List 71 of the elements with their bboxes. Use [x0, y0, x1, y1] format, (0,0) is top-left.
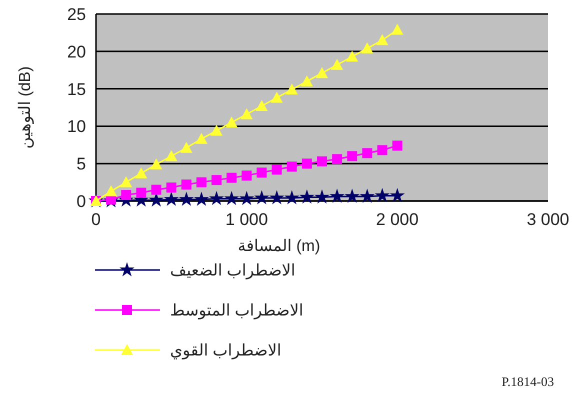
- point: [300, 75, 313, 86]
- legend-label: الاضطراب المتوسط: [170, 302, 304, 320]
- x-tick-label: 1 000: [225, 210, 268, 229]
- x-axis-title: المسافة (m): [238, 238, 320, 255]
- point: [194, 192, 209, 206]
- point: [390, 188, 405, 202]
- point: [240, 108, 253, 120]
- point: [374, 188, 390, 202]
- point: [361, 42, 374, 54]
- point: [332, 154, 342, 164]
- x-tick-label: 2 000: [376, 210, 419, 229]
- point: [212, 175, 222, 186]
- point: [256, 168, 267, 178]
- legend-label: الاضطراب الضعيف: [170, 262, 296, 280]
- text: P.1814-03: [502, 374, 554, 389]
- point: [196, 177, 206, 188]
- point: [224, 190, 240, 206]
- point: [269, 190, 284, 204]
- point: [150, 158, 162, 170]
- point: [317, 156, 327, 166]
- point: [272, 164, 282, 175]
- point: [210, 124, 223, 136]
- point: [256, 100, 268, 112]
- y-tick-label: 5: [76, 154, 86, 174]
- point: [391, 24, 404, 35]
- point: [314, 189, 330, 204]
- point: [316, 67, 328, 78]
- y-axis-title: التوهين (dB): [17, 66, 34, 149]
- point: [376, 34, 388, 46]
- x-tick-label: 0: [91, 210, 101, 229]
- y-tick-label: 15: [67, 80, 86, 99]
- y-tick-label: 10: [67, 117, 86, 136]
- point: [330, 188, 345, 203]
- y-tick-label: 25: [67, 4, 86, 24]
- point: [347, 151, 358, 162]
- point: [178, 192, 194, 206]
- point: [151, 184, 162, 195]
- point: [136, 188, 146, 198]
- point: [226, 116, 238, 128]
- legend-label: الاضطراب القوي: [170, 342, 282, 360]
- x-tick-label: 3 000: [526, 210, 570, 229]
- point: [195, 132, 208, 144]
- point: [299, 189, 314, 204]
- point: [377, 145, 388, 156]
- point: [392, 140, 402, 151]
- point: [180, 142, 192, 153]
- point: [344, 188, 360, 203]
- point: [209, 190, 224, 206]
- point: [270, 92, 283, 103]
- point: [105, 185, 118, 196]
- point: [242, 170, 252, 181]
- point: [360, 188, 375, 203]
- point: [362, 148, 372, 158]
- point: [181, 180, 192, 190]
- point: [284, 190, 300, 204]
- point: [239, 190, 254, 206]
- point: [254, 190, 270, 204]
- y-tick-label: 0: [76, 192, 86, 211]
- point: [302, 158, 312, 169]
- point: [331, 58, 344, 70]
- point: [286, 162, 297, 172]
- point: [166, 182, 176, 193]
- point: [135, 167, 148, 178]
- point: [226, 172, 237, 183]
- point: [286, 84, 298, 95]
- point: [164, 192, 179, 206]
- point: [165, 150, 178, 162]
- point: [120, 176, 132, 188]
- y-tick-label: 20: [67, 42, 86, 62]
- point: [346, 50, 358, 62]
- point: [121, 190, 132, 200]
